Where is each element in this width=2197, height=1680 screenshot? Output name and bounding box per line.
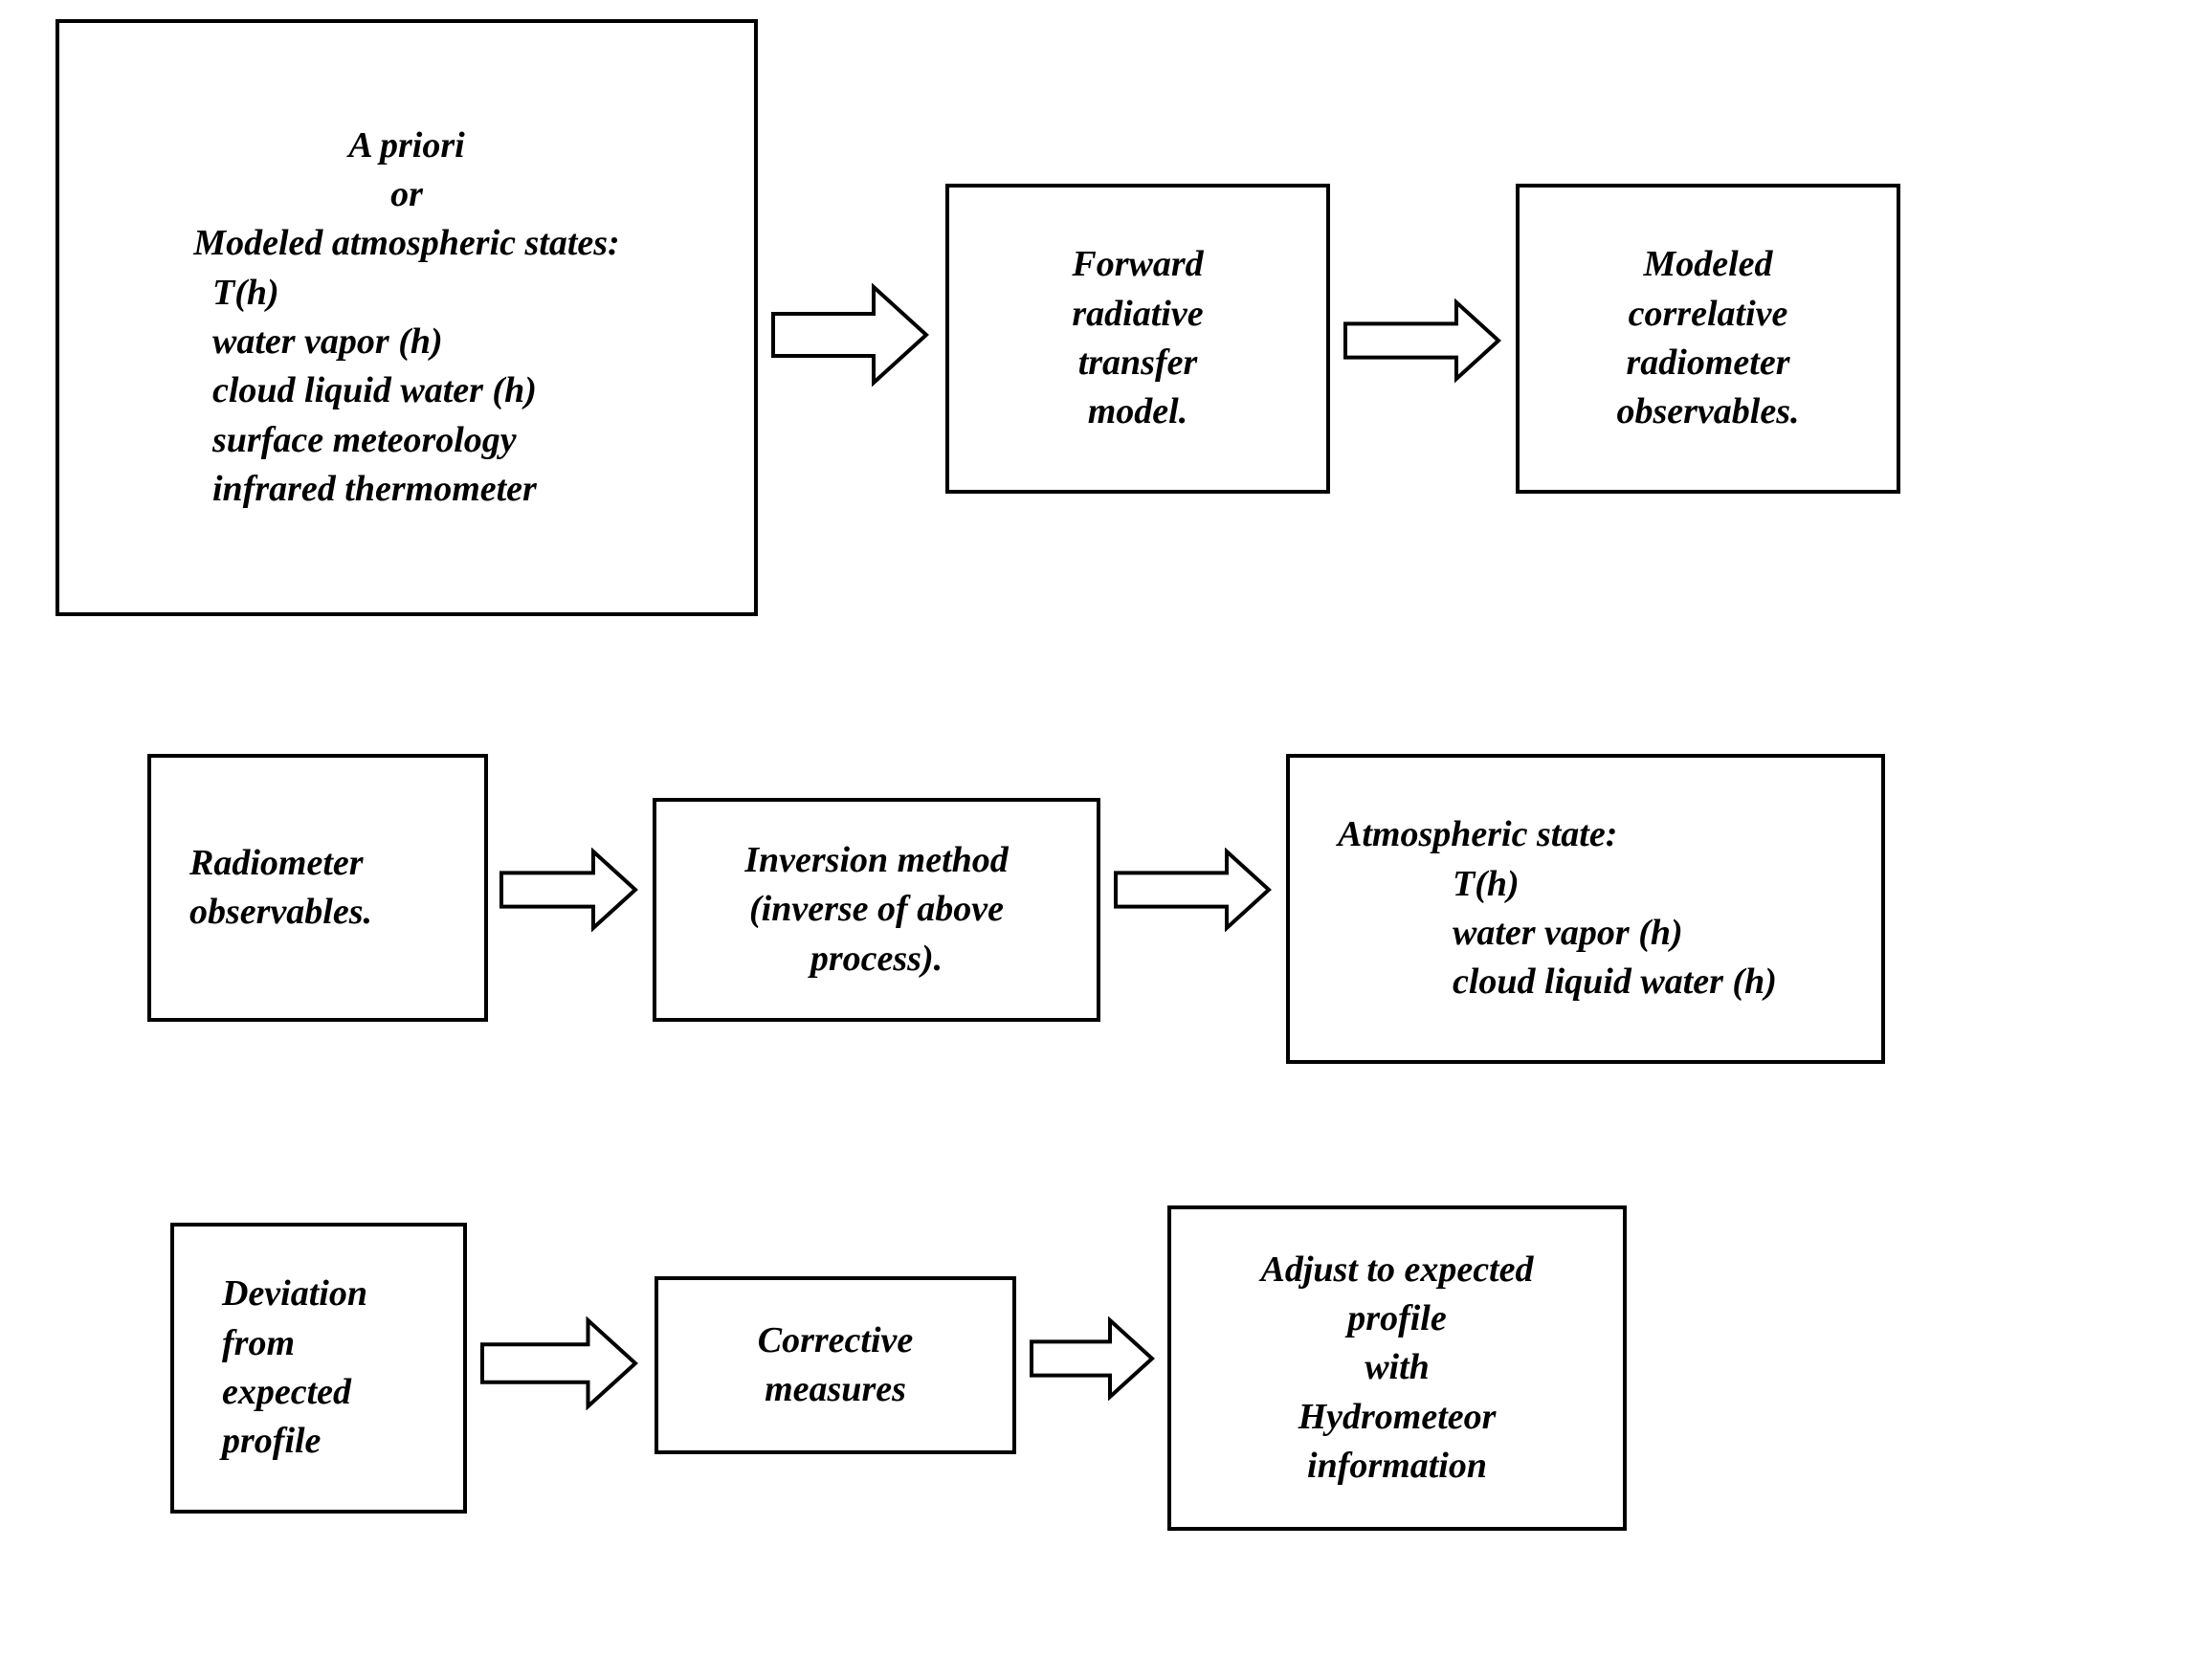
n3-l4: observables. <box>1520 387 1897 436</box>
n2-l3: transfer <box>949 339 1326 387</box>
n3-l3: radiometer <box>1520 339 1897 387</box>
arrow-n4-n5 <box>498 848 639 932</box>
n6-item1: T(h) <box>1290 860 1881 909</box>
node-apriori: A priori or Modeled atmospheric states: … <box>55 19 758 616</box>
n3-l2: correlative <box>1520 290 1897 339</box>
n3-l1: Modeled <box>1520 240 1897 289</box>
n9-l1: Adjust to expected <box>1171 1246 1623 1294</box>
n5-l2: (inverse of above <box>656 885 1097 934</box>
node-modeled-observables: Modeled correlative radiometer observabl… <box>1516 184 1900 494</box>
node-atmospheric-state: Atmospheric state: T(h) water vapor (h) … <box>1286 754 1885 1064</box>
node-inversion-method: Inversion method (inverse of above proce… <box>653 798 1100 1022</box>
n6-title: Atmospheric state: <box>1290 810 1881 859</box>
n4-l1: Radiometer <box>151 839 484 888</box>
n1-item3: cloud liquid water (h) <box>59 366 754 415</box>
n1-title-l1: A priori <box>59 122 754 170</box>
n7-l2: from <box>174 1319 463 1368</box>
node-radiometer-observables: Radiometer observables. <box>147 754 488 1022</box>
n8-l2: measures <box>658 1365 1012 1414</box>
node-corrective-measures: Corrective measures <box>655 1276 1016 1454</box>
n5-l1: Inversion method <box>656 836 1097 885</box>
n9-l5: information <box>1171 1442 1623 1491</box>
n2-l2: radiative <box>949 290 1326 339</box>
n9-l4: Hydrometeor <box>1171 1393 1623 1442</box>
n1-title-l3: Modeled atmospheric states: <box>59 219 754 268</box>
n6-item3: cloud liquid water (h) <box>1290 958 1881 1006</box>
n2-l4: model. <box>949 387 1326 436</box>
n1-item4: surface meteorology <box>59 416 754 465</box>
arrow-n7-n8 <box>478 1316 639 1410</box>
n5-l3: process). <box>656 935 1097 984</box>
n7-l4: profile <box>174 1417 463 1466</box>
arrow-n5-n6 <box>1112 848 1273 932</box>
n1-item1: T(h) <box>59 269 754 318</box>
arrow-n2-n3 <box>1342 298 1502 383</box>
arrow-n1-n2 <box>769 283 930 387</box>
node-deviation: Deviation from expected profile <box>170 1223 467 1514</box>
n7-l3: expected <box>174 1368 463 1417</box>
n9-l2: profile <box>1171 1294 1623 1343</box>
node-adjust-profile: Adjust to expected profile with Hydromet… <box>1167 1205 1627 1531</box>
n1-item2: water vapor (h) <box>59 318 754 366</box>
n1-item5: infrared thermometer <box>59 465 754 514</box>
n9-l3: with <box>1171 1343 1623 1392</box>
n2-l1: Forward <box>949 240 1326 289</box>
n6-item2: water vapor (h) <box>1290 909 1881 958</box>
n1-title-l2: or <box>59 170 754 219</box>
n7-l1: Deviation <box>174 1270 463 1318</box>
node-forward-model: Forward radiative transfer model. <box>945 184 1330 494</box>
n4-l2: observables. <box>151 888 484 937</box>
n8-l1: Corrective <box>658 1316 1012 1365</box>
arrow-n8-n9 <box>1028 1316 1156 1401</box>
